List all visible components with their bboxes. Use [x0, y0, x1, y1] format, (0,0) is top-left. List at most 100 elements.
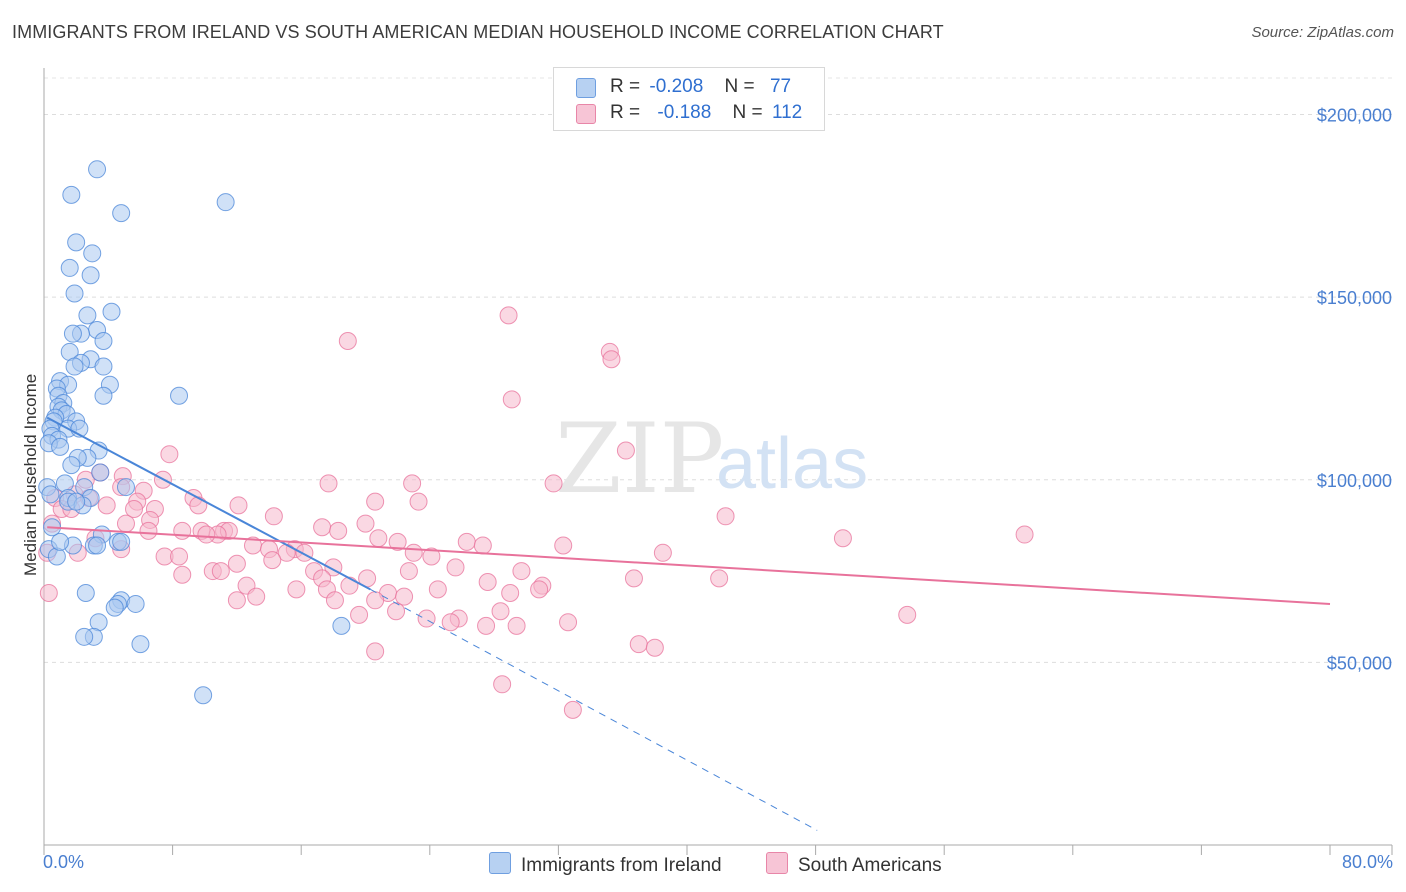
point-ireland	[194, 686, 213, 705]
point-south-american	[227, 554, 246, 573]
point-south-american	[366, 492, 385, 511]
point-south-american	[350, 605, 369, 624]
point-south-american	[264, 507, 283, 526]
point-south-american	[898, 605, 917, 624]
point-ireland	[65, 284, 84, 303]
point-ireland	[76, 583, 95, 602]
point-ireland	[116, 478, 135, 497]
point-south-american	[329, 521, 348, 540]
legend-n-value: 112	[771, 102, 803, 123]
y-tick-label: $150,000	[1317, 288, 1392, 308]
point-south-american	[502, 390, 521, 409]
correlation-legend: R = -0.208 N = 77 R = -0.188 N = 112	[553, 67, 825, 131]
trend-line-ireland-extension	[370, 588, 818, 831]
point-south-american	[404, 543, 423, 562]
point-south-american	[247, 587, 266, 606]
point-south-american	[530, 580, 549, 599]
point-ireland	[170, 386, 189, 405]
y-tick-label: $100,000	[1317, 471, 1392, 491]
legend-swatch-blue	[576, 78, 596, 98]
trend-lines	[46, 416, 1331, 831]
y-axis-label: Median Household Income	[21, 373, 40, 576]
point-ireland	[83, 244, 102, 263]
point-ireland	[332, 616, 351, 635]
bottom-legend-swatch-blue	[489, 852, 511, 874]
point-south-american	[189, 496, 208, 515]
point-south-american	[457, 532, 476, 551]
point-south-american	[417, 609, 436, 628]
point-ireland	[105, 598, 124, 617]
point-south-american	[446, 558, 465, 577]
point-south-american	[653, 543, 672, 562]
bottom-legend-ireland: Immigrants from Ireland	[489, 852, 722, 877]
point-south-american	[501, 583, 520, 602]
point-south-american	[507, 616, 526, 635]
point-south-american	[211, 562, 230, 581]
point-south-american	[97, 496, 116, 515]
trend-line-south-americans	[47, 526, 1331, 605]
point-south-american	[441, 613, 460, 632]
watermark: ZIP atlas	[555, 403, 868, 515]
point-ireland	[47, 547, 66, 566]
point-south-american	[263, 551, 282, 570]
legend-r-value: -0.188	[657, 102, 712, 123]
point-ireland	[91, 463, 110, 482]
x-tick-label-max: 80.0%	[1341, 852, 1393, 872]
point-south-american	[197, 525, 216, 544]
point-ireland	[60, 258, 79, 277]
point-south-american	[477, 616, 496, 635]
point-ireland	[78, 306, 97, 325]
point-ireland	[88, 160, 107, 179]
point-ireland	[94, 357, 113, 376]
point-south-american	[512, 562, 531, 581]
point-ireland	[63, 324, 82, 343]
point-ireland	[75, 627, 94, 646]
point-south-american	[499, 306, 518, 325]
point-south-american	[139, 521, 158, 540]
legend-n-label: N =	[724, 76, 755, 97]
bottom-legend-label-south-americans: South Americans	[798, 855, 942, 876]
bottom-legend-swatch-pink	[766, 852, 788, 874]
point-south-american	[563, 700, 582, 719]
point-south-american	[645, 638, 664, 657]
point-south-american	[624, 569, 643, 588]
point-south-american	[554, 536, 573, 555]
point-south-american	[491, 602, 510, 621]
point-south-american	[229, 496, 248, 515]
point-south-american	[173, 565, 192, 584]
point-south-american	[369, 529, 388, 548]
point-ireland	[55, 474, 74, 493]
trend-line-ireland	[46, 416, 371, 591]
point-ireland	[94, 331, 113, 350]
point-south-american	[173, 521, 192, 540]
point-south-american	[125, 499, 144, 518]
point-south-american	[39, 583, 58, 602]
series-immigrants-from-ireland	[38, 160, 351, 705]
point-south-american	[616, 441, 635, 460]
point-south-american	[366, 642, 385, 661]
legend-swatch-pink	[576, 104, 596, 124]
point-ireland	[94, 386, 113, 405]
bottom-legend-label-ireland: Immigrants from Ireland	[521, 855, 722, 876]
watermark-atlas: atlas	[716, 424, 868, 504]
axes	[43, 68, 1393, 855]
point-south-american	[295, 543, 314, 562]
point-south-american	[559, 613, 578, 632]
point-south-american	[227, 591, 246, 610]
point-south-american	[473, 536, 492, 555]
point-ireland	[51, 437, 70, 456]
bottom-legend-south-americans: South Americans	[766, 852, 942, 877]
y-tick-label: $200,000	[1317, 106, 1392, 126]
point-ireland	[62, 185, 81, 204]
y-tick-labels: $200,000 $150,000 $100,000 $50,000	[1317, 106, 1392, 674]
point-south-american	[493, 675, 512, 694]
point-ireland	[112, 532, 131, 551]
point-south-american	[395, 587, 414, 606]
point-south-american	[710, 569, 729, 588]
point-ireland	[67, 492, 86, 511]
point-south-american	[399, 562, 418, 581]
point-south-american	[544, 474, 563, 493]
point-ireland	[81, 266, 100, 285]
point-ireland	[67, 233, 86, 252]
point-south-american	[428, 580, 447, 599]
